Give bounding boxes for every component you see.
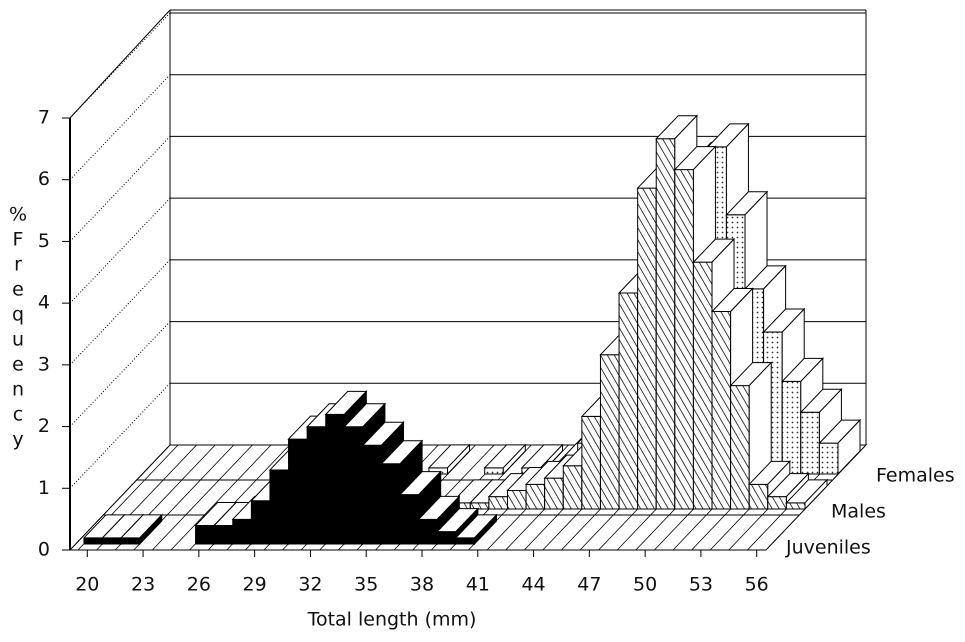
x-tick-label: 20 <box>75 574 99 596</box>
y-axis-label: r <box>14 254 22 276</box>
bar <box>288 438 308 545</box>
x-tick-label: 35 <box>354 574 378 596</box>
bar <box>195 524 215 545</box>
bar-side <box>139 513 163 546</box>
y-tick-label: 5 <box>38 230 50 252</box>
bar <box>581 415 601 510</box>
y-axis-label: e <box>12 279 24 301</box>
bar <box>655 138 676 510</box>
bar <box>781 380 802 475</box>
bar <box>306 426 327 545</box>
grid-line <box>69 259 171 366</box>
grid-line <box>69 197 171 304</box>
bar <box>343 426 364 545</box>
bar <box>562 465 583 510</box>
bar <box>674 169 694 510</box>
bar <box>692 261 713 510</box>
bar <box>544 477 564 510</box>
bar <box>269 469 290 545</box>
y-axis-label: u <box>12 329 24 351</box>
bar <box>525 483 546 510</box>
x-tick-label: 32 <box>298 574 322 596</box>
y-axis-label: c <box>13 404 23 426</box>
grid-line <box>69 74 171 181</box>
bar-side <box>447 443 471 476</box>
bar <box>618 292 639 510</box>
legend-label: Males <box>831 501 886 523</box>
bar <box>469 502 490 510</box>
bar <box>325 413 345 545</box>
y-axis-label: % <box>9 204 27 226</box>
x-tick-label: 50 <box>633 574 657 596</box>
bar <box>418 518 438 545</box>
bar <box>399 494 420 545</box>
bar <box>102 537 122 545</box>
x-tick-label: 41 <box>466 574 490 596</box>
y-tick-label: 7 <box>38 107 50 129</box>
bar <box>362 444 383 545</box>
bar <box>250 500 271 545</box>
back-wall-edge <box>69 9 171 119</box>
grid-line <box>69 136 171 242</box>
bar-side <box>804 478 828 511</box>
x-tick-label: 47 <box>577 574 601 596</box>
y-tick-label: 2 <box>38 415 50 437</box>
y-tick-label: 0 <box>38 539 50 561</box>
x-tick-label: 26 <box>187 574 211 596</box>
x-tick-label: 44 <box>521 574 545 596</box>
legend-label: Juveniles <box>785 537 871 559</box>
x-axis-label: Total length (mm) <box>307 609 477 631</box>
y-tick-label: 1 <box>38 477 50 499</box>
bar <box>484 467 504 475</box>
x-tick-label: 38 <box>410 574 434 596</box>
bar <box>436 531 457 545</box>
bar <box>599 354 620 510</box>
legend-label: Females <box>876 465 955 487</box>
bar <box>488 496 508 510</box>
bar <box>800 411 820 475</box>
y-axis-label: n <box>12 379 24 401</box>
bar <box>785 502 806 510</box>
y-tick-label: 3 <box>38 353 50 375</box>
bar <box>83 537 104 545</box>
grid-line <box>69 382 171 489</box>
bar <box>506 489 527 510</box>
bar-side <box>473 513 497 546</box>
bar <box>455 537 475 545</box>
y-axis-label: F <box>13 229 24 251</box>
bar <box>637 187 657 510</box>
x-tick-label: 56 <box>745 574 769 596</box>
bar-side <box>837 418 861 476</box>
bar <box>748 483 769 510</box>
y-tick-label: 6 <box>38 168 50 190</box>
x-tick-label: 23 <box>131 574 155 596</box>
floor-line <box>170 444 272 551</box>
bar <box>767 496 787 510</box>
floor-line <box>152 444 253 551</box>
bar-side <box>502 443 526 476</box>
bar <box>381 463 401 545</box>
bar <box>213 524 234 545</box>
y-tick-label: 4 <box>38 292 50 314</box>
bar <box>232 518 252 545</box>
x-tick-label: 29 <box>243 574 267 596</box>
y-axis-label: q <box>12 304 24 326</box>
grid-line <box>69 321 171 427</box>
y-axis-label: e <box>12 354 24 376</box>
bar <box>730 385 750 510</box>
x-tick-label: 53 <box>689 574 713 596</box>
bar <box>818 442 839 475</box>
y-axis-label: y <box>12 429 23 451</box>
bar <box>120 537 141 545</box>
bar <box>711 311 732 510</box>
